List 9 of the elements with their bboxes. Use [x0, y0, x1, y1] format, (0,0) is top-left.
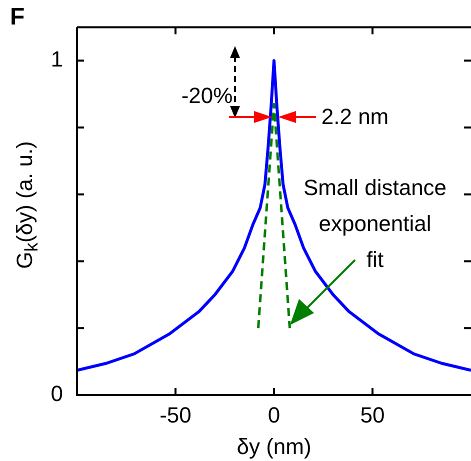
annotation: -20% — [181, 83, 233, 108]
x-tick-label: 0 — [268, 402, 280, 428]
chart-title: F — [10, 4, 25, 31]
y-tick-label: 1 — [50, 46, 63, 72]
annotation: Small distance exponential fit — [303, 175, 447, 272]
x-axis-title: δy (nm) — [236, 434, 312, 459]
x-tick-label: 50 — [360, 402, 385, 428]
x-tick-label: -50 — [160, 402, 192, 428]
annotation: 2.2 nm — [321, 104, 389, 130]
